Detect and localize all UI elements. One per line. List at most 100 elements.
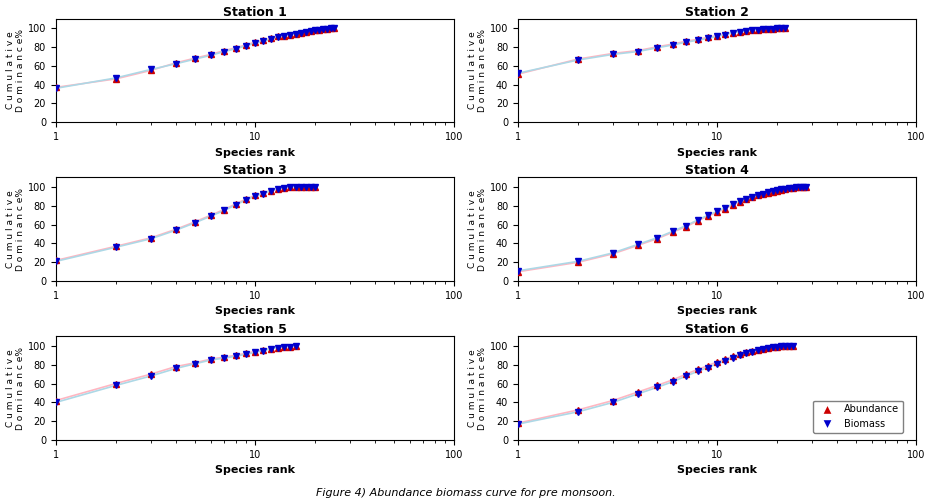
- Abundance: [50, 84, 61, 90]
- Abundance: [512, 269, 523, 275]
- Biomass: [632, 241, 643, 247]
- Biomass: [205, 213, 216, 219]
- Abundance: [250, 192, 261, 198]
- Biomass: [711, 34, 722, 40]
- Abundance: [512, 71, 523, 77]
- Biomass: [305, 184, 317, 190]
- Abundance: [258, 347, 269, 353]
- Biomass: [772, 25, 783, 31]
- Abundance: [190, 360, 201, 366]
- Biomass: [258, 190, 269, 196]
- Abundance: [711, 359, 722, 365]
- Biomass: [735, 198, 746, 204]
- Abundance: [788, 343, 799, 349]
- X-axis label: Species rank: Species rank: [677, 147, 757, 157]
- Biomass: [512, 268, 523, 274]
- Biomass: [772, 344, 783, 350]
- Biomass: [170, 61, 182, 67]
- Abundance: [752, 192, 763, 198]
- Abundance: [652, 44, 663, 50]
- Biomass: [788, 185, 799, 191]
- Abundance: [652, 382, 663, 388]
- Abundance: [747, 194, 758, 200]
- Biomass: [250, 349, 261, 355]
- Biomass: [258, 38, 269, 44]
- Abundance: [573, 56, 584, 62]
- Biomass: [727, 30, 738, 36]
- Abundance: [219, 48, 230, 54]
- Abundance: [735, 199, 746, 205]
- Abundance: [779, 186, 790, 192]
- Abundance: [632, 389, 643, 395]
- Biomass: [295, 184, 306, 190]
- Biomass: [110, 75, 121, 81]
- Biomass: [272, 35, 283, 41]
- Biomass: [668, 228, 679, 234]
- Abundance: [668, 377, 679, 383]
- Abundance: [758, 190, 769, 196]
- Abundance: [632, 48, 643, 54]
- Abundance: [681, 223, 692, 229]
- Y-axis label: C u m u l a t i v e
D o m i n a n c e%: C u m u l a t i v e D o m i n a n c e%: [6, 29, 25, 112]
- Biomass: [632, 49, 643, 55]
- Abundance: [702, 363, 713, 369]
- Biomass: [772, 187, 783, 193]
- Biomass: [747, 349, 758, 355]
- Abundance: [776, 343, 787, 349]
- Biomass: [779, 343, 790, 349]
- Biomass: [607, 250, 618, 256]
- Abundance: [681, 38, 692, 44]
- Abundance: [240, 196, 251, 202]
- Biomass: [301, 184, 312, 190]
- Biomass: [205, 52, 216, 58]
- Abundance: [801, 184, 812, 190]
- Biomass: [285, 344, 296, 350]
- Y-axis label: C u m u l a t i v e
D o m i n a n c e%: C u m u l a t i v e D o m i n a n c e%: [6, 347, 25, 430]
- Abundance: [758, 26, 769, 32]
- Abundance: [758, 346, 769, 352]
- Abundance: [317, 26, 329, 32]
- Abundance: [50, 258, 61, 264]
- Abundance: [170, 60, 182, 66]
- Abundance: [797, 184, 808, 190]
- Abundance: [681, 371, 692, 377]
- Abundance: [265, 36, 277, 42]
- Abundance: [290, 343, 302, 349]
- Biomass: [50, 259, 61, 265]
- Abundance: [632, 242, 643, 248]
- Biomass: [794, 184, 805, 190]
- Biomass: [779, 186, 790, 192]
- Biomass: [278, 344, 290, 350]
- Abundance: [573, 407, 584, 413]
- Line: Biomass: Biomass: [52, 183, 318, 265]
- Biomass: [720, 204, 731, 210]
- Abundance: [720, 356, 731, 362]
- Abundance: [747, 27, 758, 33]
- Abundance: [762, 189, 774, 195]
- Biomass: [219, 49, 230, 55]
- Abundance: [305, 28, 317, 34]
- Abundance: [295, 30, 306, 36]
- Biomass: [205, 357, 216, 363]
- Biomass: [752, 347, 763, 353]
- Abundance: [711, 33, 722, 39]
- Abundance: [110, 243, 121, 249]
- Abundance: [145, 371, 156, 377]
- Title: Station 3: Station 3: [223, 164, 287, 177]
- Abundance: [329, 25, 340, 31]
- Abundance: [325, 25, 336, 31]
- Biomass: [711, 208, 722, 214]
- Abundance: [230, 352, 241, 358]
- Abundance: [727, 202, 738, 208]
- Biomass: [632, 391, 643, 397]
- Abundance: [145, 235, 156, 241]
- Title: Station 6: Station 6: [685, 324, 749, 336]
- Abundance: [790, 184, 802, 190]
- Biomass: [762, 188, 774, 194]
- Abundance: [784, 185, 795, 191]
- Abundance: [190, 55, 201, 61]
- Abundance: [309, 184, 320, 190]
- Abundance: [784, 343, 795, 349]
- Biomass: [305, 28, 317, 34]
- Biomass: [325, 25, 336, 31]
